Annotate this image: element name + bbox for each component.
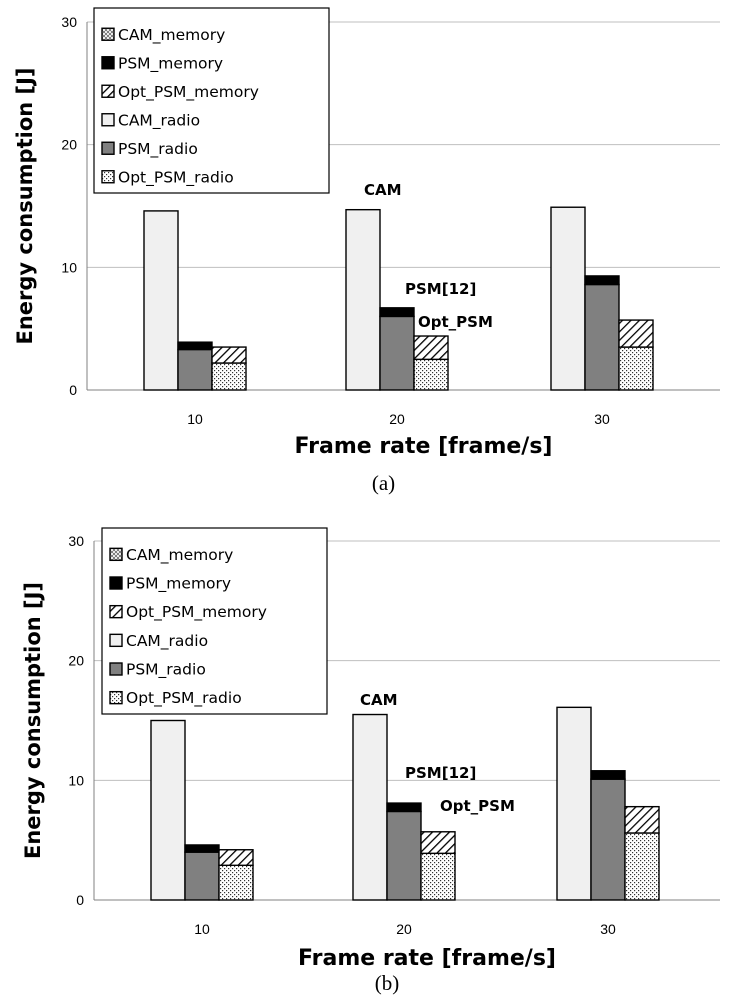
bar-psm-radio <box>379 315 415 391</box>
bar-opt-psm-radio <box>420 852 456 901</box>
legend-swatch-psm-memory <box>109 576 123 590</box>
y-axis-title: Energy consumption [J] <box>21 582 45 859</box>
legend-swatch-psm-radio <box>101 141 115 155</box>
bar-cam-radio <box>550 206 586 391</box>
x-axis-title: Frame rate [frame/s] <box>295 434 553 459</box>
legend-swatch-opt-psm-memory <box>109 604 123 619</box>
y-tick-label: 0 <box>69 382 77 398</box>
bar-psm-memory <box>177 341 213 351</box>
annotation-optpsm: Opt_PSM <box>440 797 515 815</box>
legend-swatch-opt-psm-memory <box>101 84 115 98</box>
annotation-psm12: PSM[12] <box>405 280 476 298</box>
legend-swatch-cam-radio <box>101 113 115 127</box>
bar-psm-radio <box>177 348 213 391</box>
legend-label: PSM_radio <box>126 661 206 680</box>
bar-opt-psm-radio <box>211 362 247 391</box>
figure-caption: (a) <box>372 471 395 495</box>
chart-a: 0 10 20 30 10 20 30 CAM PSM[12] Opt_PSM CAM_memory… <box>13 7 720 495</box>
bar-cam-radio <box>352 713 388 901</box>
x-tick-label: 20 <box>396 921 412 937</box>
bar-cam-radio <box>556 706 592 901</box>
bar-opt-psm-radio <box>218 864 254 901</box>
x-axis-title: Frame rate [frame/s] <box>298 946 556 971</box>
legend-swatch-psm-memory <box>101 56 115 70</box>
legend-swatch-cam-radio <box>109 633 123 648</box>
legend-label: Opt_PSM_radio <box>126 689 242 708</box>
bar-opt-psm-memory <box>420 831 456 855</box>
legend <box>101 527 328 715</box>
bar-opt-psm-memory <box>618 319 654 348</box>
y-tick-label: 30 <box>61 14 77 30</box>
x-tick-label: 30 <box>600 921 616 937</box>
annotation-psm12: PSM[12] <box>405 764 476 782</box>
legend <box>93 7 330 194</box>
bar-psm-memory <box>184 844 220 853</box>
x-tick-label: 20 <box>389 411 405 427</box>
bar-psm-radio <box>184 851 220 901</box>
y-tick-label: 30 <box>68 533 84 549</box>
bar-psm-memory <box>386 802 422 813</box>
legend-label: CAM_radio <box>126 632 208 651</box>
chart-b: 0 10 20 30 10 20 30 CAM PSM[12] Opt_PSM CAM_memory… <box>21 527 720 995</box>
annotation-cam: CAM <box>364 181 402 199</box>
legend-swatch-psm-radio <box>109 662 123 676</box>
bar-opt-psm-memory <box>413 335 449 361</box>
bar-psm-memory <box>584 275 620 286</box>
y-tick-label: 10 <box>61 259 77 275</box>
legend-label: PSM_memory <box>126 575 231 594</box>
bar-opt-psm-memory <box>218 849 254 866</box>
bar-cam-radio <box>143 210 179 391</box>
legend-label: CAM_radio <box>118 111 200 130</box>
bar-cam-radio <box>150 719 186 901</box>
y-axis-title: Energy consumption [J] <box>13 67 37 344</box>
bar-opt-psm-radio <box>624 832 660 901</box>
y-tick-label: 10 <box>68 772 84 788</box>
bar-psm-memory <box>379 307 415 318</box>
bar-opt-psm-radio <box>618 346 654 391</box>
bar-psm-radio <box>386 810 422 901</box>
legend-label: CAM_memory <box>118 26 225 45</box>
legend-swatch-opt-psm-radio <box>109 690 123 705</box>
x-tick-label: 10 <box>194 921 210 937</box>
legend-label: Opt_PSM_memory <box>126 603 267 622</box>
y-tick-label: 20 <box>61 137 77 153</box>
bar-psm-memory <box>590 770 626 780</box>
annotation-optpsm: Opt_PSM <box>418 313 493 331</box>
legend-label: CAM_memory <box>126 546 233 565</box>
legend-swatch-cam-memory <box>101 27 115 41</box>
bar-psm-radio <box>590 778 626 901</box>
x-tick-label: 30 <box>594 411 610 427</box>
bar-psm-radio <box>584 283 620 391</box>
legend-label: Opt_PSM_radio <box>118 168 234 187</box>
y-tick-label: 0 <box>76 892 84 908</box>
bar-opt-psm-memory <box>211 346 247 364</box>
legend-swatch-opt-psm-radio <box>101 170 115 184</box>
y-tick-label: 20 <box>68 653 84 669</box>
legend-label: PSM_memory <box>118 54 223 73</box>
bar-opt-psm-radio <box>413 358 449 391</box>
x-tick-label: 10 <box>187 411 203 427</box>
legend-label: Opt_PSM_memory <box>118 83 259 102</box>
figure-caption: (b) <box>375 971 400 995</box>
legend-swatch-cam-memory <box>109 547 123 562</box>
annotation-cam: CAM <box>360 691 398 709</box>
bar-cam-radio <box>345 208 381 391</box>
legend-label: PSM_radio <box>118 140 198 159</box>
bar-opt-psm-memory <box>624 805 660 834</box>
